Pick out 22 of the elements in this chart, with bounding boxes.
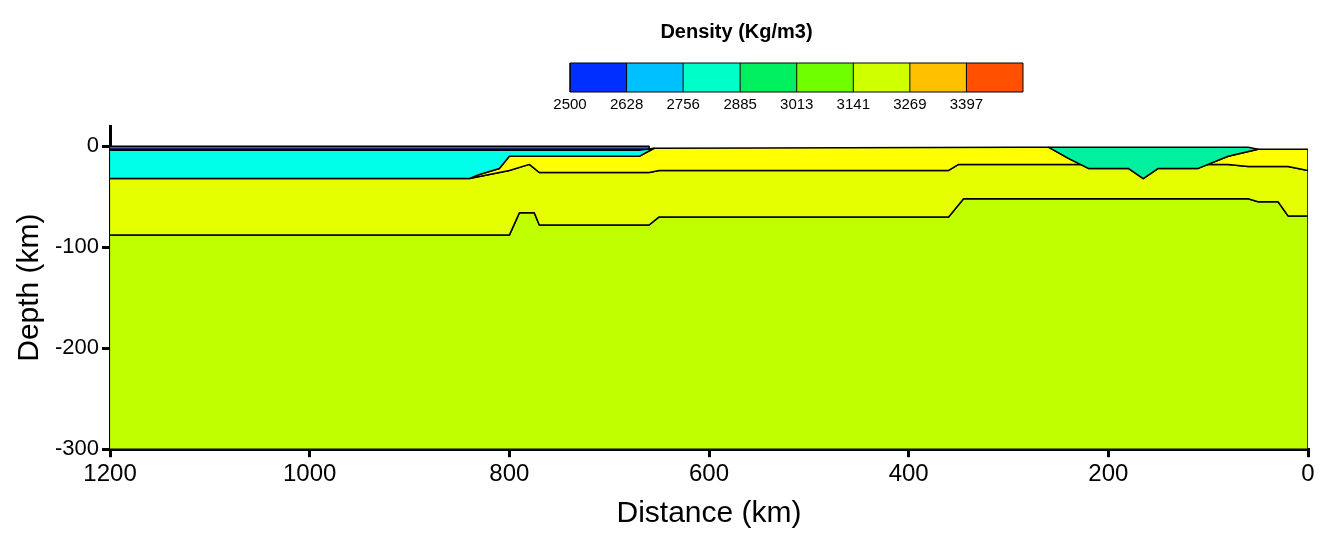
x-tick-label: 600: [688, 459, 730, 487]
color-bar-label: 2885: [723, 94, 757, 112]
y-tick-label: -100: [54, 233, 100, 259]
x-tick-label: 0: [1301, 459, 1315, 487]
x-tick-label: 1200: [83, 459, 137, 487]
color-bar-label: 3013: [780, 94, 814, 112]
x-tick-label: 800: [489, 459, 530, 487]
color-bar-label: 2628: [609, 94, 644, 112]
x-axis-title: Distance (km): [616, 495, 802, 529]
y-tick-label: 0: [86, 132, 100, 158]
color-bar-label: 3269: [893, 94, 927, 112]
color-bar-title: Density (Kg/m3): [660, 19, 813, 42]
y-tick-label: -200: [54, 334, 100, 360]
x-tick-label: 200: [1088, 459, 1129, 487]
color-bar-label: 2500: [553, 94, 587, 112]
y-tick-label: -300: [54, 435, 100, 461]
y-axis-title: Depth (km): [11, 213, 45, 362]
color-bar-label: 3397: [949, 94, 984, 112]
color-bar-label: 3141: [836, 94, 870, 112]
color-bar-label: 2756: [666, 94, 700, 112]
x-tick-label: 400: [888, 459, 929, 487]
x-tick-label: 1000: [283, 459, 337, 487]
